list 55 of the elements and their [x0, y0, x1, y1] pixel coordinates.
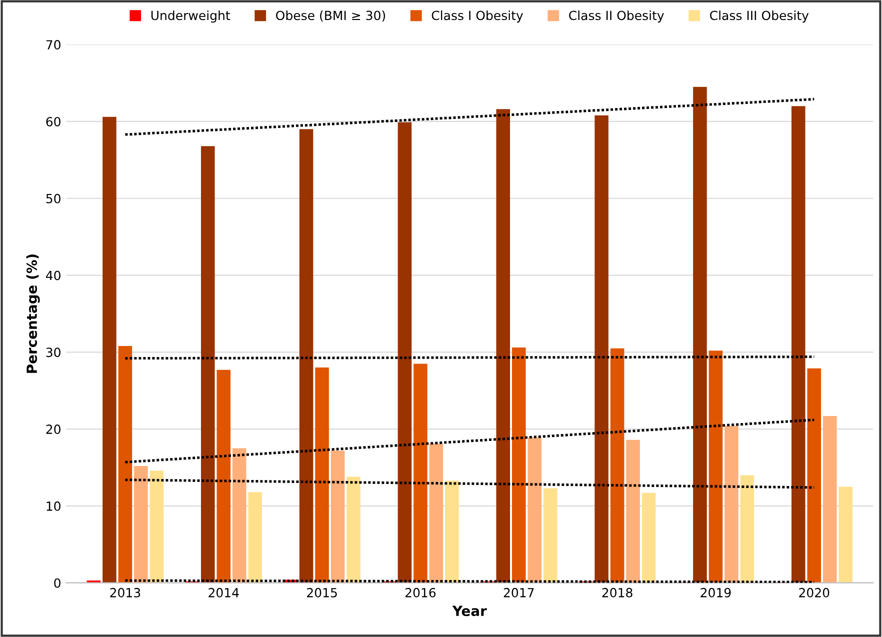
y-tick-label: 70	[46, 40, 60, 50]
y-tick-label: 10	[46, 501, 60, 511]
bar	[315, 368, 329, 583]
bar	[791, 106, 806, 583]
bar	[445, 480, 459, 583]
x-tick-label: 2019	[700, 588, 731, 598]
legend-label: Obese (BMI ≥ 30)	[276, 10, 386, 22]
bar	[708, 350, 723, 583]
bar	[807, 368, 822, 583]
x-tick-label: 2016	[405, 588, 436, 598]
x-tick-label: 2018	[602, 588, 632, 598]
bar	[248, 492, 262, 583]
bar	[610, 348, 624, 583]
bar	[134, 466, 148, 583]
bar	[543, 488, 558, 583]
bar	[330, 450, 345, 583]
y-axis-title: Percentage (%)	[26, 254, 40, 373]
legend-label: Class I Obesity	[432, 10, 524, 23]
y-tick-label: 40	[46, 270, 60, 280]
legend-label: Class II Obesity	[569, 10, 664, 23]
bar	[496, 109, 510, 583]
bar	[414, 364, 428, 583]
x-tick-label: 2013	[110, 588, 140, 598]
x-tick-label: 2020	[799, 588, 830, 598]
bar	[838, 486, 853, 583]
bar	[299, 129, 314, 583]
bar	[512, 348, 526, 583]
x-tick-label: 2015	[307, 588, 337, 598]
bar	[398, 122, 412, 583]
y-tick-label: 20	[46, 424, 60, 434]
y-tick-label: 60	[46, 116, 60, 126]
x-axis-title: Year	[452, 606, 487, 616]
bar	[626, 440, 640, 583]
bar	[724, 426, 738, 583]
y-tick-label: 30	[46, 348, 60, 358]
bar	[102, 116, 116, 583]
bar	[594, 115, 608, 583]
bar	[693, 86, 707, 583]
legend-label: Underweight	[151, 10, 230, 23]
bar	[200, 146, 215, 583]
y-tick-label: 50	[46, 194, 60, 204]
bar	[150, 470, 164, 583]
bar	[346, 476, 360, 583]
bar	[232, 448, 246, 583]
bar	[216, 370, 231, 583]
bar	[429, 444, 444, 583]
bar	[528, 438, 542, 583]
y-tick-label: 0	[54, 578, 60, 588]
legend-label: Class III Obesity	[710, 10, 809, 23]
x-tick-label: 2017	[504, 588, 534, 598]
bar	[642, 492, 656, 583]
x-tick-label: 2014	[208, 588, 239, 598]
bar	[118, 346, 132, 583]
bar	[822, 416, 837, 583]
bar	[740, 475, 754, 583]
